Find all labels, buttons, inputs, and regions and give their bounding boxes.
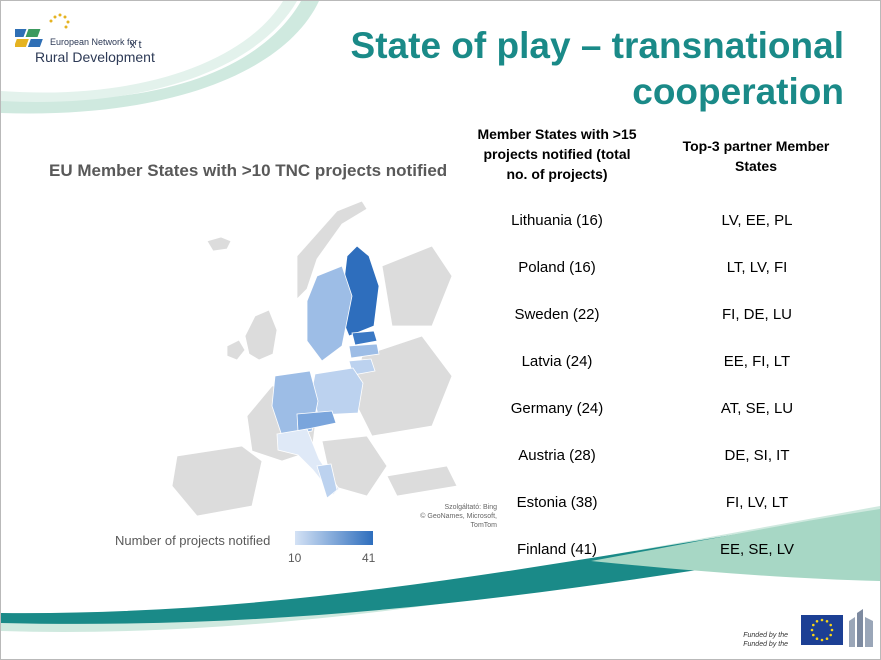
- enrd-logo-icon: [11, 13, 70, 47]
- map-title: EU Member States with >10 TNC projects n…: [49, 161, 448, 180]
- funded-by-line1: Funded by the: [743, 632, 788, 639]
- partners-cell: LV, EE, PL: [721, 212, 793, 229]
- map-italy-south: [316, 463, 338, 499]
- table-row: Finland (41) EE, SE, LV: [471, 528, 851, 575]
- map-region-russia: [381, 245, 453, 327]
- map-region-norway: [296, 200, 368, 300]
- european-commission-logo-icon: [849, 609, 873, 647]
- member-state-cell: Sweden (22): [514, 306, 600, 323]
- eu-flag-icon: [801, 615, 843, 645]
- slide-title: State of play – transnational cooperatio…: [350, 25, 844, 112]
- table-row: Estonia (38) FI, LV, LT: [471, 481, 851, 528]
- map-attribution-sources: © GeoNames, Microsoft, TomTom: [420, 513, 497, 529]
- top-swoosh-decoration: [1, 1, 319, 114]
- partners-cell: EE, FI, LT: [723, 353, 791, 370]
- logo-extra-glyphs: x t: [130, 39, 142, 51]
- partners-cell: LT, LV, FI: [726, 259, 788, 276]
- table-row: Austria (28) DE, SI, IT: [471, 434, 851, 481]
- member-state-cell: Finland (41): [516, 541, 598, 558]
- member-states-table: Lithuania (16) LV, EE, PL Poland (16) LT…: [471, 199, 851, 575]
- map-latvia: [348, 343, 380, 359]
- partners-cell: FI, DE, LU: [721, 306, 792, 323]
- map-austria: [296, 410, 337, 432]
- member-state-cell: Latvia (24): [521, 353, 593, 370]
- table-header-member-states: Member States with >15 projects notified…: [477, 126, 637, 182]
- map-poland: [311, 367, 364, 416]
- bottom-swoosh-decoration: [1, 506, 880, 632]
- map-region-ireland: [226, 339, 246, 361]
- legend-max: 41: [362, 551, 376, 565]
- logo-text-rural-development: Rural Development: [35, 49, 155, 65]
- enrd-logo: [11, 11, 155, 71]
- partners-cell: DE, SI, IT: [724, 447, 790, 464]
- table-row: Lithuania (16) LV, EE, PL: [471, 199, 851, 246]
- map-estonia: [351, 330, 378, 346]
- map-region-iceland: [206, 236, 232, 252]
- table-header-partners: Top-3 partner Member States: [682, 138, 830, 174]
- funded-by-text: Funded by the Funded by the: [718, 631, 788, 649]
- map-region-uk: [244, 309, 278, 361]
- table-row: Germany (24) AT, SE, LU: [471, 387, 851, 434]
- member-state-cell: Lithuania (16): [511, 212, 603, 229]
- map-region-turkey: [386, 465, 457, 497]
- table-row: Sweden (22) FI, DE, LU: [471, 293, 851, 340]
- map-region-iberia: [171, 445, 263, 517]
- member-state-cell: Austria (28): [518, 447, 596, 464]
- map-attribution: Szolgáltató: Bing © GeoNames, Microsoft,…: [397, 503, 497, 530]
- member-state-cell: Estonia (38): [516, 494, 598, 511]
- member-state-cell: Germany (24): [510, 400, 604, 417]
- legend-color-scale: [295, 531, 373, 545]
- partners-cell: EE, SE, LV: [720, 541, 794, 558]
- funded-by-line2: Funded by the: [743, 641, 788, 648]
- partners-cell: FI, LV, LT: [725, 494, 789, 511]
- member-state-cell: Poland (16): [518, 259, 596, 276]
- europe-map: [171, 200, 457, 517]
- partners-cell: AT, SE, LU: [720, 400, 794, 417]
- table-row: Latvia (24) EE, FI, LT: [471, 340, 851, 387]
- legend-label: Number of projects notified: [115, 533, 271, 548]
- logo-text-network: European Network for: [50, 37, 138, 47]
- map-sweden: [306, 265, 353, 362]
- table-row: Poland (16) LT, LV, FI: [471, 246, 851, 293]
- legend-min: 10: [288, 551, 302, 565]
- map-attribution-provider: Szolgáltató: Bing: [444, 504, 497, 511]
